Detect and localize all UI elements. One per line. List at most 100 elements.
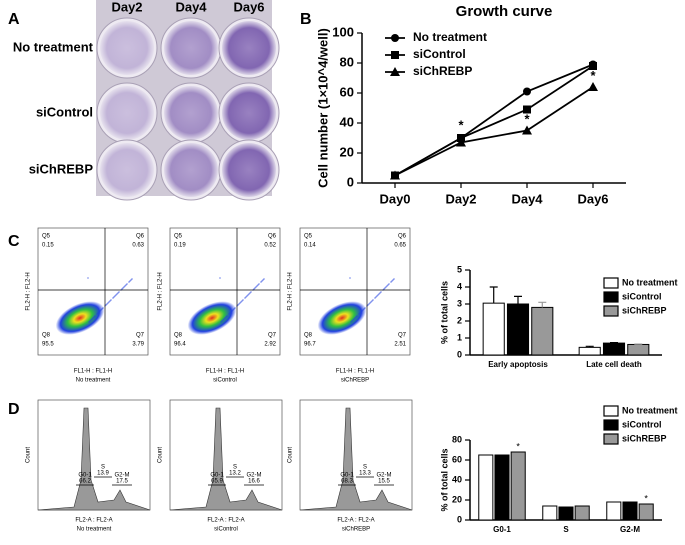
gate-value: 13.3 bbox=[359, 471, 371, 477]
legend-label: No treatment bbox=[622, 405, 678, 415]
dot bbox=[229, 312, 231, 314]
bar bbox=[494, 454, 510, 521]
point bbox=[523, 87, 531, 96]
plot-frame bbox=[299, 227, 411, 356]
y-tick-label: 40 bbox=[452, 474, 462, 484]
dot bbox=[377, 294, 379, 296]
dot bbox=[242, 299, 244, 301]
dot bbox=[392, 279, 394, 281]
dot bbox=[131, 278, 133, 280]
x-tick-label: Day4 bbox=[511, 191, 543, 206]
axis-label: FL2-H : FL2-H bbox=[26, 272, 32, 310]
annotation: * bbox=[590, 68, 596, 83]
point bbox=[522, 125, 532, 135]
quadrant-value: 3.79 bbox=[132, 342, 144, 348]
y-tick-label: 20 bbox=[340, 144, 354, 159]
dot bbox=[352, 319, 354, 321]
row-label: siControl bbox=[36, 104, 93, 119]
gate-name: G2-M bbox=[115, 473, 130, 479]
dot bbox=[376, 295, 378, 297]
well-stain bbox=[222, 143, 276, 197]
dot bbox=[224, 317, 226, 319]
point bbox=[589, 62, 597, 70]
panel-label: A bbox=[8, 11, 20, 28]
dot bbox=[384, 287, 386, 289]
axis-label: FL2-H : FL2-H bbox=[158, 272, 164, 310]
axis-label: FL2-A : FL2-A bbox=[75, 518, 112, 524]
column-label: Day4 bbox=[175, 0, 207, 14]
column-label: Day2 bbox=[111, 0, 142, 14]
dot bbox=[244, 297, 246, 299]
plot-frame bbox=[169, 227, 281, 356]
dot bbox=[380, 291, 382, 293]
dot bbox=[87, 277, 89, 279]
legend-label: No treatment bbox=[622, 277, 678, 287]
dot bbox=[241, 300, 243, 302]
legend-swatch bbox=[603, 419, 619, 431]
dot bbox=[393, 278, 395, 280]
dot bbox=[361, 310, 363, 312]
dot bbox=[385, 286, 387, 288]
dot bbox=[93, 316, 95, 318]
dot bbox=[100, 309, 102, 311]
well-stain bbox=[222, 21, 276, 75]
y-tick-label: 1 bbox=[457, 332, 462, 342]
axis-label: FL1-H : FL1-H bbox=[74, 369, 112, 375]
dot bbox=[247, 294, 249, 296]
row-label: siChREBP bbox=[29, 161, 94, 176]
dot bbox=[228, 313, 230, 315]
sample-name: No treatment bbox=[76, 378, 111, 384]
dot bbox=[363, 308, 365, 310]
legend-label: siControl bbox=[413, 47, 466, 61]
cell-cloud bbox=[55, 301, 105, 335]
point bbox=[588, 82, 598, 91]
gate-name: G2-M bbox=[247, 473, 262, 479]
dot bbox=[121, 288, 123, 290]
dot bbox=[354, 317, 356, 319]
axis-label: FL1-H : FL1-H bbox=[206, 369, 244, 375]
dot bbox=[249, 292, 251, 294]
well-stain bbox=[164, 143, 218, 197]
quadrant-name: Q7 bbox=[268, 333, 277, 339]
dot bbox=[374, 297, 376, 299]
quadrant-value: 96.7 bbox=[304, 342, 316, 348]
y-tick-label: 4 bbox=[457, 281, 462, 291]
legend-marker bbox=[391, 34, 399, 42]
dot bbox=[110, 299, 112, 301]
dot bbox=[116, 293, 118, 295]
quadrant-name: Q7 bbox=[398, 333, 407, 339]
quadrant-value: 0.14 bbox=[304, 243, 316, 249]
legend-swatch bbox=[603, 305, 619, 317]
gate-name: G0-1 bbox=[340, 473, 354, 479]
y-axis-label: % of total cells bbox=[439, 281, 449, 344]
dot bbox=[358, 313, 360, 315]
dot bbox=[350, 321, 352, 323]
dot bbox=[351, 320, 353, 322]
y-axis-label: Cell number (1×10^4/well) bbox=[315, 28, 330, 188]
gate-name: S bbox=[101, 465, 105, 471]
well-stain bbox=[100, 143, 154, 197]
dot bbox=[237, 304, 239, 306]
gate-value: 15.5 bbox=[378, 479, 390, 485]
legend-label: siChREBP bbox=[413, 64, 472, 78]
dot bbox=[256, 285, 258, 287]
bar bbox=[622, 501, 638, 521]
annotation: * bbox=[458, 118, 464, 133]
legend-label: siChREBP bbox=[622, 305, 667, 315]
bar bbox=[574, 505, 590, 521]
bar bbox=[478, 454, 494, 521]
point bbox=[523, 105, 531, 114]
bar bbox=[531, 306, 554, 356]
error-bar bbox=[538, 301, 547, 308]
sample-name: siChREBP bbox=[342, 527, 370, 533]
dot bbox=[115, 294, 117, 296]
gate-value: 16.6 bbox=[248, 479, 260, 485]
dot bbox=[245, 296, 247, 298]
well-stain bbox=[222, 86, 276, 140]
legend-swatch bbox=[603, 291, 619, 303]
axis-label: FL2-H : FL2-H bbox=[288, 272, 294, 310]
panel-label: D bbox=[8, 401, 20, 418]
gate-value: 68.3 bbox=[341, 479, 353, 485]
dot bbox=[386, 285, 388, 287]
column-label: Day6 bbox=[233, 0, 264, 14]
